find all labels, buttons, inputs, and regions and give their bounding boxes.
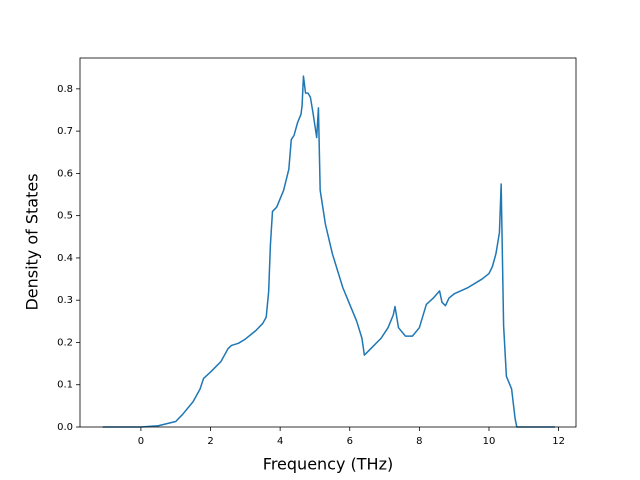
plot-frame	[79, 57, 577, 428]
y-tick-label: 0.1	[57, 380, 73, 391]
y-tick-label: 0.4	[57, 253, 73, 264]
x-axis-title: Frequency (THz)	[263, 455, 393, 474]
y-tick-label: 0.6	[57, 168, 73, 179]
line	[102, 75, 556, 428]
y-tick-label: 0.0	[57, 422, 73, 433]
y-tick-label: 0.5	[57, 211, 73, 222]
x-tick-label: 6	[347, 436, 353, 447]
y-axis-title: Density of States	[23, 173, 42, 310]
y-tick-label: 0.7	[57, 126, 73, 137]
y-tick-label: 0.3	[57, 295, 73, 306]
x-tick-label: 2	[207, 436, 213, 447]
y-tick-label: 0.2	[57, 337, 73, 348]
x-tick-label: 4	[277, 436, 283, 447]
x-tick-label: 0	[138, 436, 144, 447]
x-tick-label: 12	[552, 436, 565, 447]
x-tick-label: 10	[483, 436, 496, 447]
y-tick-label: 0.8	[57, 84, 73, 95]
x-tick-label: 8	[416, 436, 422, 447]
